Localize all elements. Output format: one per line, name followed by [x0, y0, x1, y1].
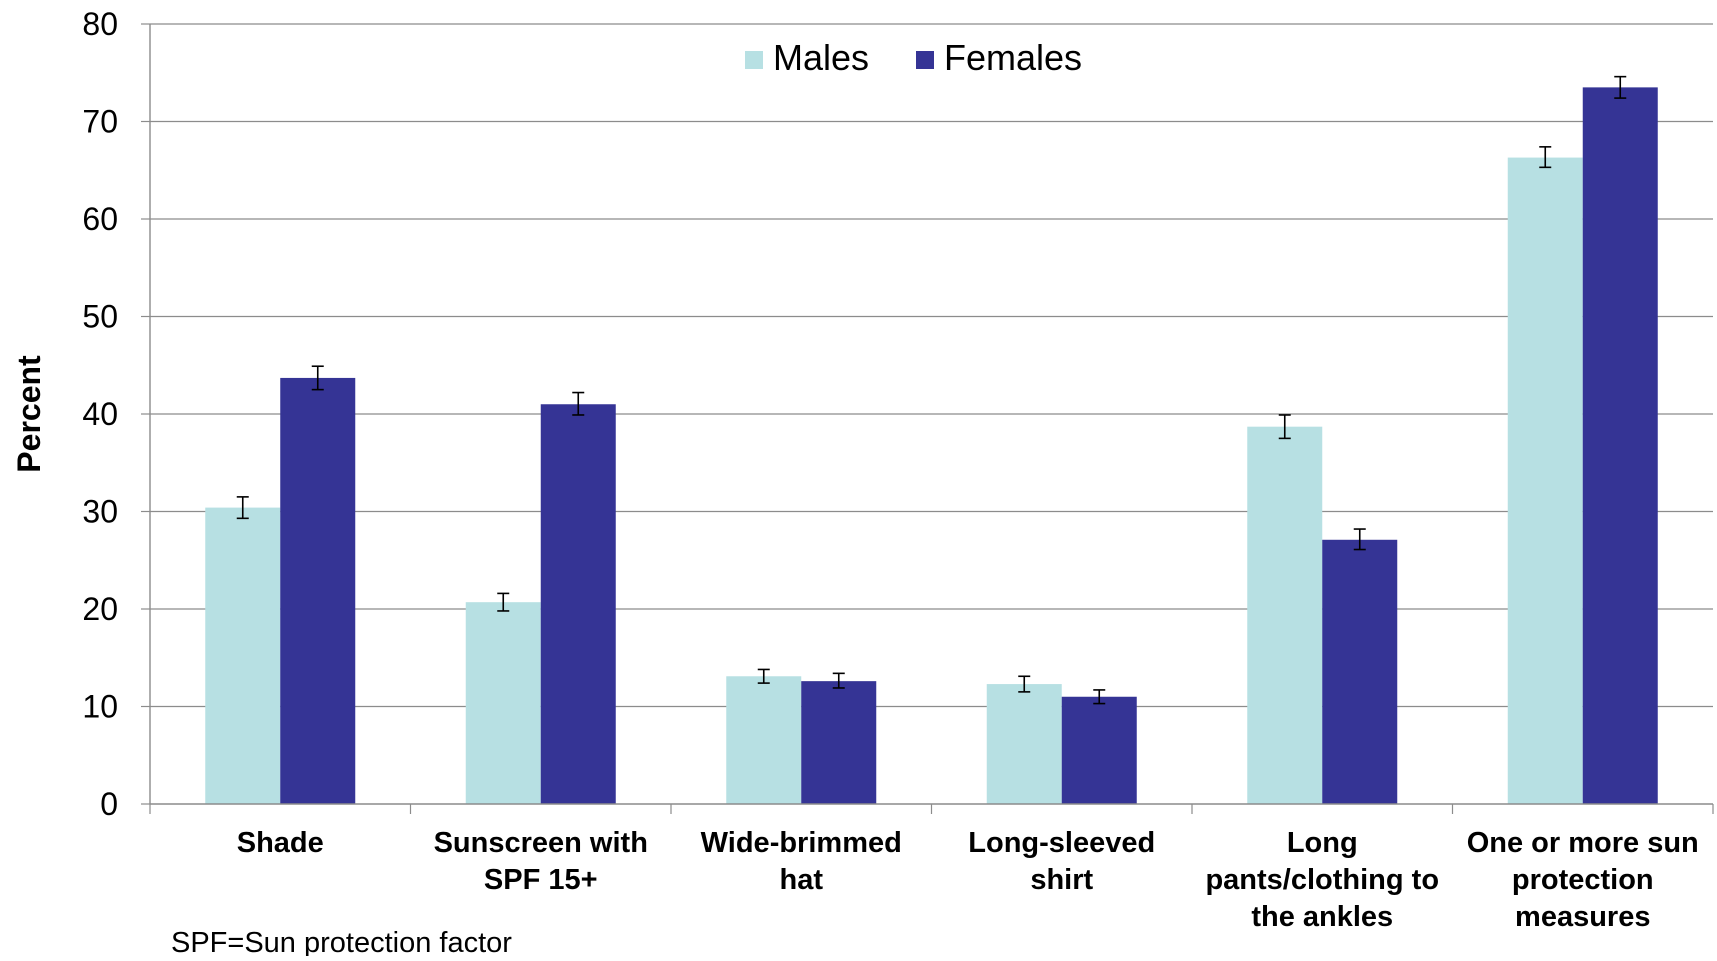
- footnote: SPF=Sun protection factor: [171, 927, 512, 956]
- legend-swatch-males: [745, 51, 763, 69]
- x-category-label-line: Long: [1287, 827, 1358, 859]
- x-category-label: One or more sun protection measures: [1467, 827, 1699, 933]
- x-category-label-line: One or more sun: [1467, 827, 1699, 859]
- x-category-label-line: Sunscreen with: [434, 827, 648, 859]
- y-tick-label: 30: [82, 494, 118, 530]
- legend-label-males: Males: [773, 37, 869, 78]
- bar-males: [726, 676, 802, 804]
- bars: [205, 87, 1658, 804]
- error-bars: [236, 75, 1627, 705]
- y-tick-label: 80: [82, 6, 118, 42]
- y-tick-label: 70: [82, 104, 118, 140]
- bar-males: [465, 602, 541, 804]
- bar-males: [205, 507, 281, 804]
- legend-swatch-females: [916, 51, 934, 69]
- x-category-label: Wide-brimmed hat: [701, 827, 902, 896]
- bar-females: [540, 404, 616, 804]
- bar-females: [1582, 87, 1658, 804]
- x-category-label-line: Wide-brimmed: [701, 827, 902, 859]
- bar-females: [1061, 696, 1137, 804]
- x-category-label-line: pants/clothing to: [1205, 864, 1439, 896]
- y-tick-label: 50: [82, 299, 118, 335]
- y-axis-title: Percent: [11, 355, 47, 473]
- y-tick-label: 20: [82, 591, 118, 627]
- x-category-label: Shade: [237, 827, 324, 859]
- x-category-label-line: Long-sleeved: [968, 827, 1155, 859]
- bar-males: [1247, 426, 1323, 804]
- x-category-label: Sunscreen with SPF 15+: [434, 827, 648, 896]
- x-category-label-line: hat: [780, 864, 824, 896]
- legend: Males Females: [745, 37, 1082, 78]
- axes: 0 10 20 30 40 50 60 70 80 Shade Sunscreen with SPF …: [82, 6, 1714, 933]
- legend-label-females: Females: [944, 37, 1082, 78]
- x-category-label: Long pants/clothing to the ankles: [1205, 827, 1439, 933]
- x-category-label-line: shirt: [1030, 864, 1093, 896]
- x-category-label-line: SPF 15+: [484, 864, 598, 896]
- bar-females: [1322, 539, 1398, 804]
- bar-females: [801, 681, 877, 804]
- y-tick-label: 40: [82, 396, 118, 432]
- x-category-label-line: protection: [1512, 864, 1654, 896]
- bar-males: [986, 684, 1062, 804]
- x-category-label-line: the ankles: [1251, 901, 1393, 933]
- bar-females: [280, 377, 356, 804]
- y-tick-label: 10: [82, 689, 118, 725]
- y-tick-label: 0: [100, 786, 118, 822]
- gridlines: [150, 23, 1713, 708]
- x-category-label-line: measures: [1515, 901, 1650, 933]
- x-category-label-line: Shade: [237, 827, 324, 859]
- bar-males: [1507, 157, 1583, 804]
- x-category-label: Long-sleeved shirt: [968, 827, 1155, 896]
- y-tick-label: 60: [82, 201, 118, 237]
